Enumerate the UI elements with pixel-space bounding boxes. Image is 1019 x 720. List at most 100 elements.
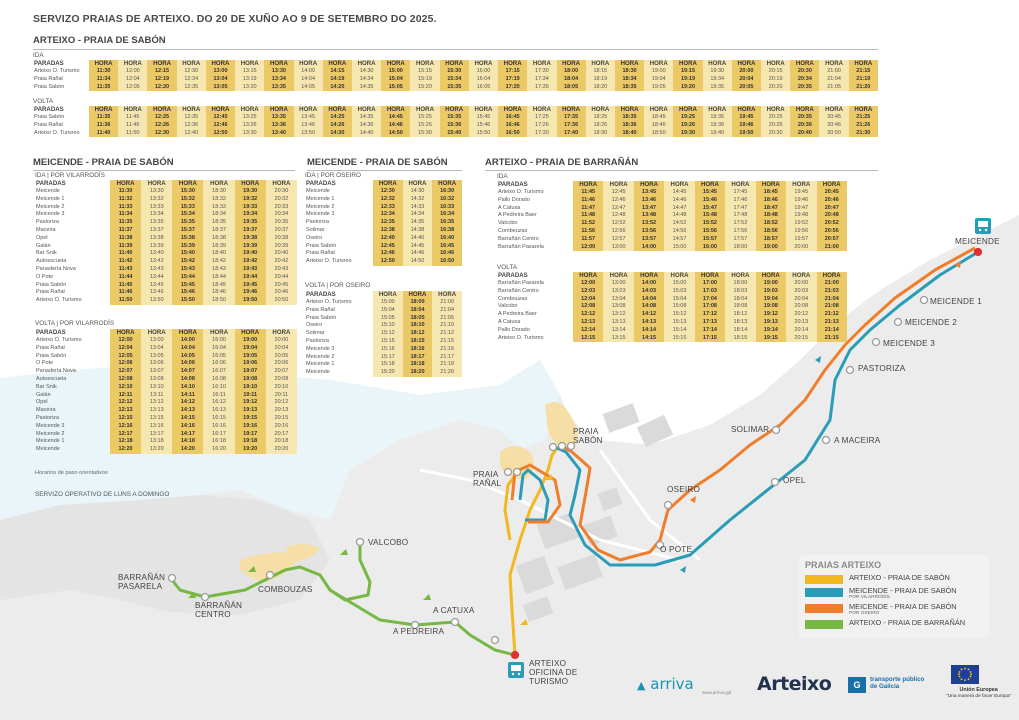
time-cell: 20:19 bbox=[761, 75, 791, 84]
time-cell: 13:10 bbox=[141, 383, 173, 392]
buildings bbox=[515, 403, 674, 622]
time-cell: 13:20 bbox=[141, 445, 173, 454]
time-header: HORA bbox=[439, 60, 469, 68]
direction-arrows bbox=[188, 261, 961, 625]
time-cell: 15:00 bbox=[664, 279, 695, 288]
time-header: HORA bbox=[614, 60, 645, 68]
time-header: HORA bbox=[381, 106, 411, 114]
time-cell: 15:37 bbox=[172, 226, 204, 235]
time-cell: 15:05 bbox=[373, 314, 403, 323]
time-cell: 11:30 bbox=[110, 187, 142, 196]
stop-name: Barrañán Centro bbox=[498, 287, 539, 294]
time-cell: 11:52 bbox=[573, 219, 604, 228]
time-cell: 18:36 bbox=[614, 121, 645, 130]
stop-name: Pallo Dorado bbox=[498, 196, 530, 203]
time-cell: 19:15 bbox=[673, 67, 703, 76]
time-cell: 18:44 bbox=[203, 273, 235, 282]
time-cell: 20:35 bbox=[790, 83, 820, 92]
stop-name: Meicende 3 bbox=[306, 345, 335, 352]
time-cell: 13:05 bbox=[205, 83, 236, 92]
time-cell: 12:05 bbox=[118, 83, 148, 92]
time-cell: 13:56 bbox=[633, 227, 665, 236]
table-row: Arteixo O. Turismo 12:15 13:15 14:15 15:15 17… bbox=[497, 334, 847, 343]
legend-item: ARTEIXO - PRAIA DE BARRAÑÁN bbox=[805, 619, 983, 629]
time-cell: 19:05 bbox=[644, 83, 674, 92]
route-yellow bbox=[508, 446, 560, 656]
time-cell: 13:35 bbox=[264, 113, 294, 122]
time-cell: 14:46 bbox=[381, 121, 411, 130]
time-cell: 19:08 bbox=[234, 375, 266, 384]
time-header: HORA bbox=[410, 60, 440, 68]
time-cell: 18:45 bbox=[644, 113, 674, 122]
time-cell: 17:20 bbox=[498, 83, 528, 92]
time-cell: 20:34 bbox=[790, 75, 820, 84]
time-cell: 12:48 bbox=[603, 212, 634, 220]
time-cell: 16:35 bbox=[432, 218, 462, 227]
stops bbox=[167, 247, 983, 660]
time-header: HORA bbox=[573, 272, 604, 280]
line1-volta-label: VOLTA bbox=[33, 98, 54, 105]
time-cell: 13:15 bbox=[141, 414, 173, 423]
table-row: Opel 12:12 13:12 14:12 16:12 19:12 20:12 bbox=[35, 399, 297, 407]
table-row: Praia Sabón 11:35 12:05 12:20 12:35 13:05 13:2… bbox=[33, 83, 878, 92]
time-cell: 20:00 bbox=[786, 243, 817, 252]
table-row: Pallo Dorado 12:14 13:14 14:14 15:14 17:14 18:… bbox=[497, 326, 847, 335]
time-cell: 12:50 bbox=[205, 129, 236, 138]
beach-area bbox=[240, 552, 300, 582]
time-cell: 16:17 bbox=[203, 430, 235, 439]
time-cell: 14:45 bbox=[664, 188, 695, 197]
time-cell: 20:30 bbox=[265, 187, 297, 196]
table-row: Pastoriza 11:35 13:35 15:35 18:35 19:35 20:35 bbox=[35, 218, 297, 227]
time-cell: 16:11 bbox=[203, 391, 235, 400]
time-cell: 13:12 bbox=[603, 310, 634, 319]
time-cell: 17:35 bbox=[527, 83, 557, 92]
table-header-row: PARADAS HORA HORA HORA bbox=[305, 291, 462, 299]
stop-name: Galán bbox=[36, 391, 51, 398]
time-cell: 11:42 bbox=[110, 257, 142, 266]
time-cell: 13:35 bbox=[264, 83, 294, 92]
time-header: HORA bbox=[203, 180, 235, 188]
time-cell: 19:46 bbox=[786, 196, 817, 205]
time-header: HORA bbox=[573, 181, 604, 189]
table-row: Galán 12:11 13:11 14:11 16:11 19:11 20:11 bbox=[35, 391, 297, 400]
time-cell: 20:06 bbox=[265, 360, 297, 368]
time-cell: 19:37 bbox=[234, 226, 266, 235]
time-cell: 14:56 bbox=[664, 227, 695, 236]
time-header: HORA bbox=[527, 106, 557, 114]
time-cell: 11:47 bbox=[573, 204, 604, 213]
time-header: HORA bbox=[373, 180, 403, 188]
stop-name: Meicende 2 bbox=[36, 203, 65, 210]
time-cell: 20:03 bbox=[786, 287, 817, 296]
time-cell: 21:10 bbox=[432, 322, 462, 330]
table-row: Opel 11:38 13:38 15:38 18:38 19:38 20:38 bbox=[35, 234, 297, 243]
time-header: HORA bbox=[439, 106, 469, 114]
time-cell: 20:00 bbox=[731, 67, 762, 76]
time-cell: 20:44 bbox=[265, 273, 297, 282]
time-header: HORA bbox=[585, 60, 615, 68]
table-row: Arteixo O. Turismo 15:00 18:00 21:00 bbox=[305, 298, 462, 307]
time-header: HORA bbox=[118, 106, 148, 114]
time-header: HORA bbox=[786, 272, 817, 280]
table-header-row: PARADAS HORA HORA HORA HORA HORA HORA HORA HORA H… bbox=[33, 60, 878, 68]
table-row: Valcobo 11:52 12:52 13:52 14:52 15:52 17:52 18:… bbox=[497, 219, 847, 228]
time-cell: 15:45 bbox=[468, 113, 499, 122]
table-row: Barrañán Centro 12:03 13:03 14:03 15:03 17:03… bbox=[497, 287, 847, 296]
time-header: HORA bbox=[110, 329, 142, 337]
stop-name: Arteixo O. Turismo bbox=[306, 258, 352, 265]
time-cell: 20:18 bbox=[265, 438, 297, 446]
time-cell: 14:18 bbox=[172, 438, 204, 446]
stop-name: O Pote bbox=[36, 360, 54, 367]
time-cell: 14:47 bbox=[664, 204, 695, 213]
table-row: Solimar 12:38 14:38 16:38 bbox=[305, 226, 462, 235]
time-cell: 15:18 bbox=[373, 361, 403, 369]
time-cell: 20:12 bbox=[786, 310, 817, 319]
time-cell: 19:15 bbox=[755, 334, 787, 343]
time-header: HORA bbox=[556, 60, 586, 68]
stops-header: PARADAS bbox=[306, 180, 336, 188]
time-cell: 12:38 bbox=[373, 226, 403, 235]
time-cell: 13:12 bbox=[141, 399, 173, 407]
time-cell: 20:08 bbox=[786, 303, 817, 311]
time-cell: 19:45 bbox=[234, 281, 266, 290]
time-cell: 12:35 bbox=[176, 113, 206, 122]
time-cell: 20:15 bbox=[786, 334, 817, 343]
